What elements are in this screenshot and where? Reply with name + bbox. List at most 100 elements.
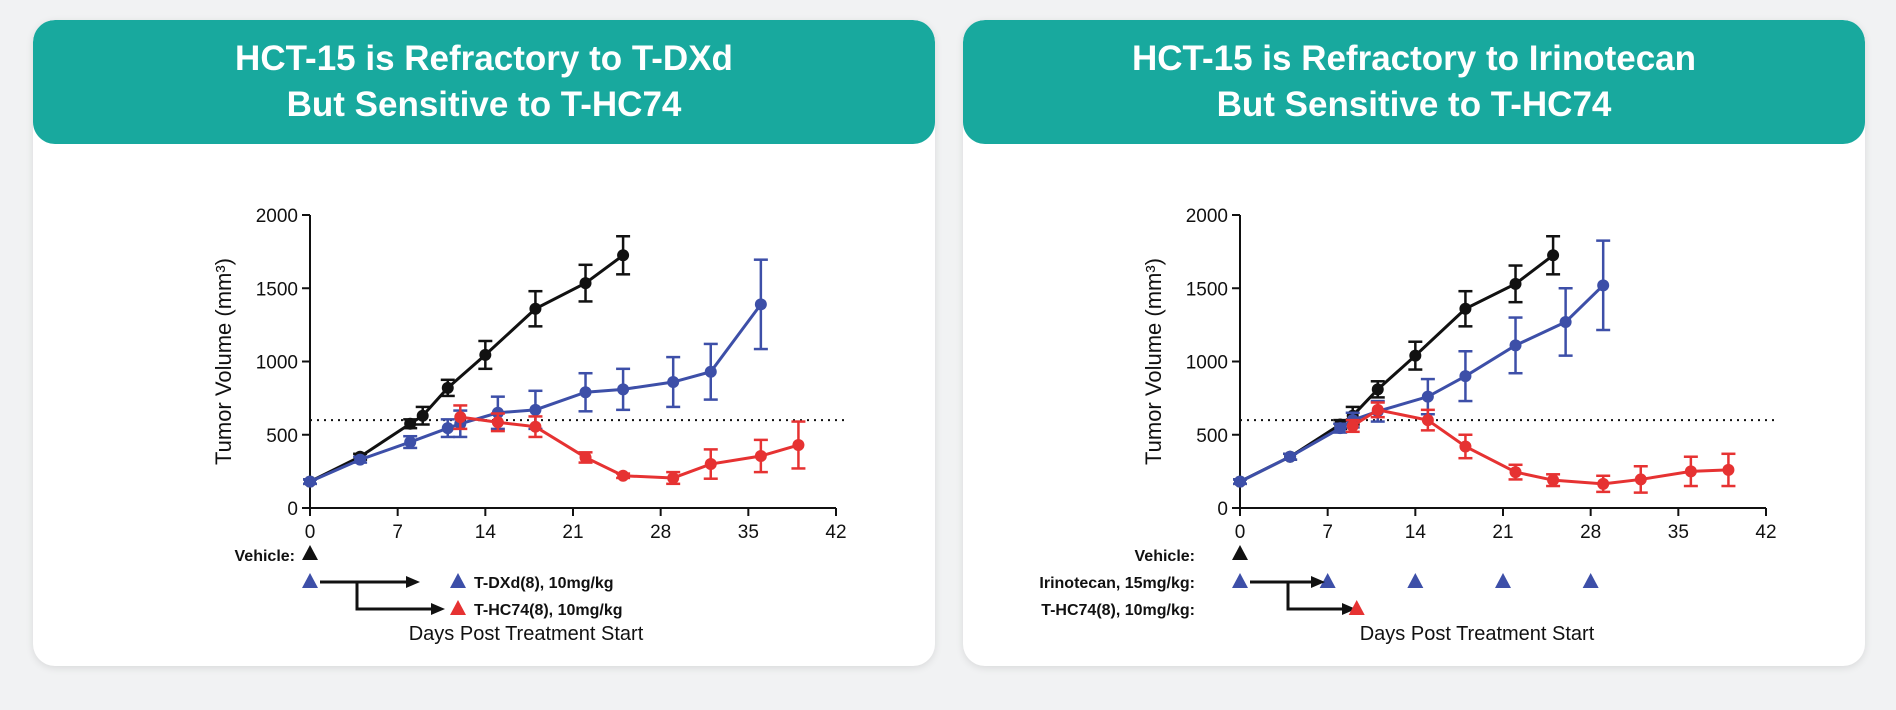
data-point bbox=[754, 449, 767, 462]
x-tick-label: 14 bbox=[475, 522, 497, 543]
series-line bbox=[1239, 284, 1605, 483]
y-axis-label: Tumor Volume (mm³) bbox=[1141, 258, 1166, 465]
irinotecan-label: Irinotecan, 15mg/kg: bbox=[1039, 575, 1195, 592]
x-tick-label: 7 bbox=[1322, 522, 1333, 543]
data-point bbox=[1559, 315, 1572, 328]
data-point bbox=[1634, 473, 1647, 486]
panel-title-line1: HCT-15 is Refractory to T-DXd bbox=[235, 39, 733, 78]
series-line bbox=[309, 303, 763, 484]
irinotecan-dose-marker bbox=[1582, 573, 1599, 588]
data-point bbox=[1421, 414, 1434, 427]
panel-title-banner: HCT-15 is Refractory to Irinotecan But S… bbox=[963, 20, 1865, 144]
data-point bbox=[704, 365, 717, 378]
tdxd-label: T-DXd(8), 10mg/kg bbox=[474, 575, 614, 592]
panel-title-line2: But Sensitive to T-HC74 bbox=[1216, 85, 1612, 124]
panel-title-banner: HCT-15 is Refractory to T-DXd But Sensit… bbox=[33, 20, 935, 144]
data-point bbox=[1409, 349, 1422, 362]
panel-title-line2: But Sensitive to T-HC74 bbox=[286, 85, 682, 124]
vehicle-label: Vehicle: bbox=[1135, 548, 1195, 565]
x-tick-label: 35 bbox=[738, 522, 759, 543]
dose-arrow bbox=[355, 582, 433, 611]
data-point bbox=[1597, 279, 1610, 292]
data-point bbox=[1684, 465, 1697, 478]
data-point bbox=[1509, 466, 1522, 479]
data-point bbox=[1459, 370, 1472, 383]
y-tick-label: 1500 bbox=[1186, 279, 1228, 300]
data-point bbox=[416, 409, 429, 422]
irinotecan-dose-marker bbox=[1319, 573, 1336, 588]
arrow-head bbox=[406, 576, 420, 588]
x-tick-label: 28 bbox=[1580, 522, 1601, 543]
data-point bbox=[479, 348, 492, 361]
data-point bbox=[304, 475, 316, 488]
thc74-label: T-HC74(8), 10mg/kg: bbox=[1041, 602, 1195, 619]
data-point bbox=[579, 451, 592, 464]
data-point bbox=[704, 458, 717, 471]
data-point bbox=[1459, 440, 1472, 453]
tumor-volume-chart-tdxd: 0 500 1000 1500 2000 0 7 14 21 28 35 42 Tumor Volume… bbox=[211, 206, 847, 645]
data-point bbox=[529, 302, 542, 315]
data-point bbox=[529, 403, 542, 416]
data-point bbox=[1509, 339, 1522, 352]
thc74-label: T-HC74(8), 10mg/kg bbox=[474, 602, 622, 619]
data-point bbox=[1509, 277, 1522, 290]
data-point bbox=[579, 386, 592, 399]
data-point bbox=[1597, 477, 1610, 490]
data-point bbox=[792, 439, 805, 452]
tdxd-dose-marker bbox=[450, 573, 466, 588]
data-point bbox=[667, 471, 680, 484]
series-line bbox=[1239, 254, 1555, 483]
thc74-dose-marker bbox=[450, 600, 466, 615]
arrow-head bbox=[1342, 603, 1356, 615]
arrow-head bbox=[1311, 576, 1325, 588]
thc74-dose-marker bbox=[1348, 600, 1365, 615]
x-tick-label: 28 bbox=[650, 522, 671, 543]
data-point bbox=[354, 453, 367, 466]
x-tick-label: 0 bbox=[1235, 522, 1246, 543]
x-tick-label: 7 bbox=[392, 522, 403, 543]
series-line bbox=[1351, 408, 1729, 486]
data-point bbox=[617, 469, 630, 482]
vehicle-dose-marker bbox=[1232, 545, 1248, 560]
data-point bbox=[1284, 450, 1297, 463]
irinotecan-dose-marker bbox=[1407, 573, 1424, 588]
y-tick-label: 0 bbox=[287, 499, 298, 520]
data-point bbox=[529, 420, 542, 433]
y-tick-label: 500 bbox=[1196, 426, 1228, 447]
data-point bbox=[1547, 474, 1560, 487]
x-tick-label: 42 bbox=[825, 522, 846, 543]
data-point bbox=[1459, 302, 1472, 315]
data-point bbox=[454, 411, 467, 424]
data-point bbox=[404, 436, 417, 449]
y-axis-label: Tumor Volume (mm³) bbox=[211, 258, 236, 465]
data-point bbox=[1346, 419, 1359, 432]
vehicle-dose-marker bbox=[302, 545, 318, 560]
data-point bbox=[1334, 422, 1347, 435]
y-tick-label: 1000 bbox=[256, 353, 298, 374]
x-tick-label: 35 bbox=[1668, 522, 1689, 543]
data-point bbox=[579, 277, 592, 290]
series-line bbox=[309, 254, 624, 483]
data-point bbox=[404, 417, 417, 430]
data-point bbox=[1234, 475, 1246, 488]
y-tick-label: 2000 bbox=[1186, 206, 1228, 227]
y-tick-label: 2000 bbox=[256, 206, 298, 227]
x-axis-label: Days Post Treatment Start bbox=[409, 623, 644, 645]
y-tick-label: 500 bbox=[266, 426, 298, 447]
data-point bbox=[617, 383, 630, 396]
data-point bbox=[441, 422, 454, 435]
panel-tdxd: HCT-15 is Refractory to T-DXd But Sensit… bbox=[33, 20, 935, 666]
y-tick-label: 0 bbox=[1217, 499, 1228, 520]
data-point bbox=[441, 381, 454, 394]
irinotecan-dose-marker bbox=[1495, 573, 1511, 588]
treatment-start-marker bbox=[302, 573, 318, 588]
data-point bbox=[1547, 249, 1560, 262]
x-axis-label: Days Post Treatment Start bbox=[1360, 623, 1595, 645]
series-line bbox=[460, 415, 799, 480]
panel-irinotecan: HCT-15 is Refractory to Irinotecan But S… bbox=[963, 20, 1865, 666]
data-point bbox=[1371, 403, 1384, 416]
y-tick-label: 1500 bbox=[256, 279, 298, 300]
data-point bbox=[754, 298, 767, 311]
x-tick-label: 21 bbox=[562, 522, 583, 543]
tumor-volume-chart-irinotecan: 0 500 1000 1500 2000 0 7 14 21 28 35 42 Tumor Volume… bbox=[1039, 206, 1776, 645]
